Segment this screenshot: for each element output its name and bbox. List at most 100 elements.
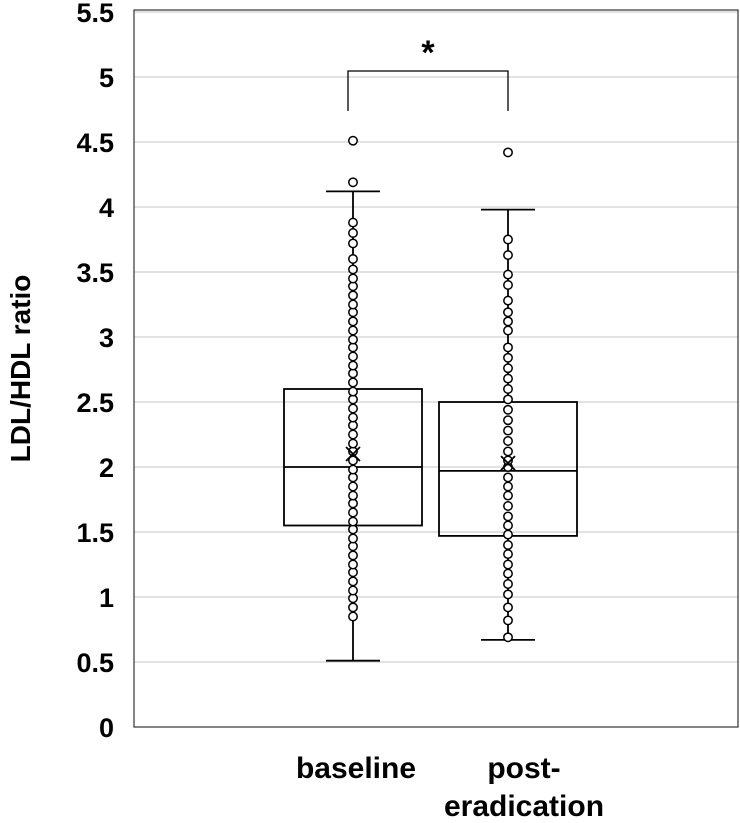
data-point [348,490,358,501]
y-tick-label: 2.5 [76,388,114,418]
data-point [503,325,513,336]
data-point [503,425,513,436]
y-tick-label: 1.5 [76,518,114,548]
data-point [503,307,513,318]
data-point [503,472,513,483]
y-axis-label: LDL/HDL ratio [5,275,36,463]
data-point [348,611,358,622]
data-point [503,384,513,394]
data-point [348,377,358,388]
data-point [348,177,358,188]
data-point [348,290,358,301]
category-label: baseline [296,752,416,785]
data-point [503,559,513,570]
data-point [503,436,513,446]
mean-marker-stroke [500,455,516,471]
data-point [348,135,358,146]
data-point [348,264,358,275]
y-tick-label: 4.5 [76,128,114,158]
gridlines [134,11,738,663]
data-point [503,394,513,405]
box-2 [438,147,578,643]
data-point [348,316,358,327]
y-axis-ticks: 0 0.5 1 1.5 2 2.5 3 3.5 4 4.5 5 5.5 [76,0,114,743]
significance-bracket: * [347,34,509,111]
y-tick-label: 5 [99,63,114,93]
data-point [348,464,358,475]
data-point [503,511,513,522]
data-point [503,632,513,643]
data-point [503,481,513,492]
y-tick-label: 0 [99,713,114,743]
data-point [503,250,513,261]
data-point [348,334,358,345]
mean-marker [500,455,516,471]
data-point [503,373,513,384]
y-tick-label: 1 [99,583,114,613]
data-point [348,516,358,527]
data-point [503,234,513,245]
data-point [348,273,358,284]
data-point [503,269,513,280]
box-1 [283,135,423,662]
data-point [348,238,358,249]
mean-marker [345,446,361,462]
data-point [503,363,513,374]
data-point [348,507,358,518]
data-point [348,533,358,544]
category-label: post- [487,752,560,785]
data-point [503,568,513,579]
data-point [503,490,513,501]
data-point [503,342,513,353]
data-point [348,481,358,492]
data-point [348,585,358,596]
y-tick-label: 0.5 [76,648,114,678]
data-point [503,615,513,626]
data-point [503,589,513,600]
data-point [348,228,358,238]
data-point [348,602,358,613]
data-point [348,412,358,423]
data-point [503,602,513,613]
data-point [348,299,358,310]
boxes [283,135,578,662]
y-tick-label: 3 [99,323,114,353]
data-point [348,360,358,371]
y-tick-label: 5.5 [76,0,114,28]
data-point [348,351,358,362]
y-tick-label: 3.5 [76,258,114,288]
data-point [348,217,358,228]
data-point [348,429,358,440]
data-point [503,280,513,290]
data-point [503,404,513,415]
data-point [503,540,513,550]
data-point [503,501,513,511]
data-point [503,549,513,560]
data-point [503,446,513,457]
data-point [503,352,513,363]
data-point [503,295,513,306]
bracket-line [347,70,509,111]
data-point [348,559,358,570]
data-point [503,316,513,327]
data-point [503,147,513,158]
plot-area-frame [133,9,739,728]
y-tick-label: 4 [99,193,114,223]
x-axis-categories: baseline post-eradication [296,752,604,823]
data-point [348,438,358,449]
data-point [503,529,513,540]
data-point [348,254,358,264]
data-point [503,415,513,426]
data-point [503,520,513,531]
category-label: eradication [444,790,604,823]
data-point [503,579,513,589]
data-point [348,386,358,397]
y-tick-label: 2 [99,453,114,483]
data-point [348,325,358,336]
data-point [348,550,358,561]
significance-label: * [421,34,435,72]
data-point [348,403,358,414]
mean-marker-stroke [345,446,361,462]
data-point [348,576,358,587]
